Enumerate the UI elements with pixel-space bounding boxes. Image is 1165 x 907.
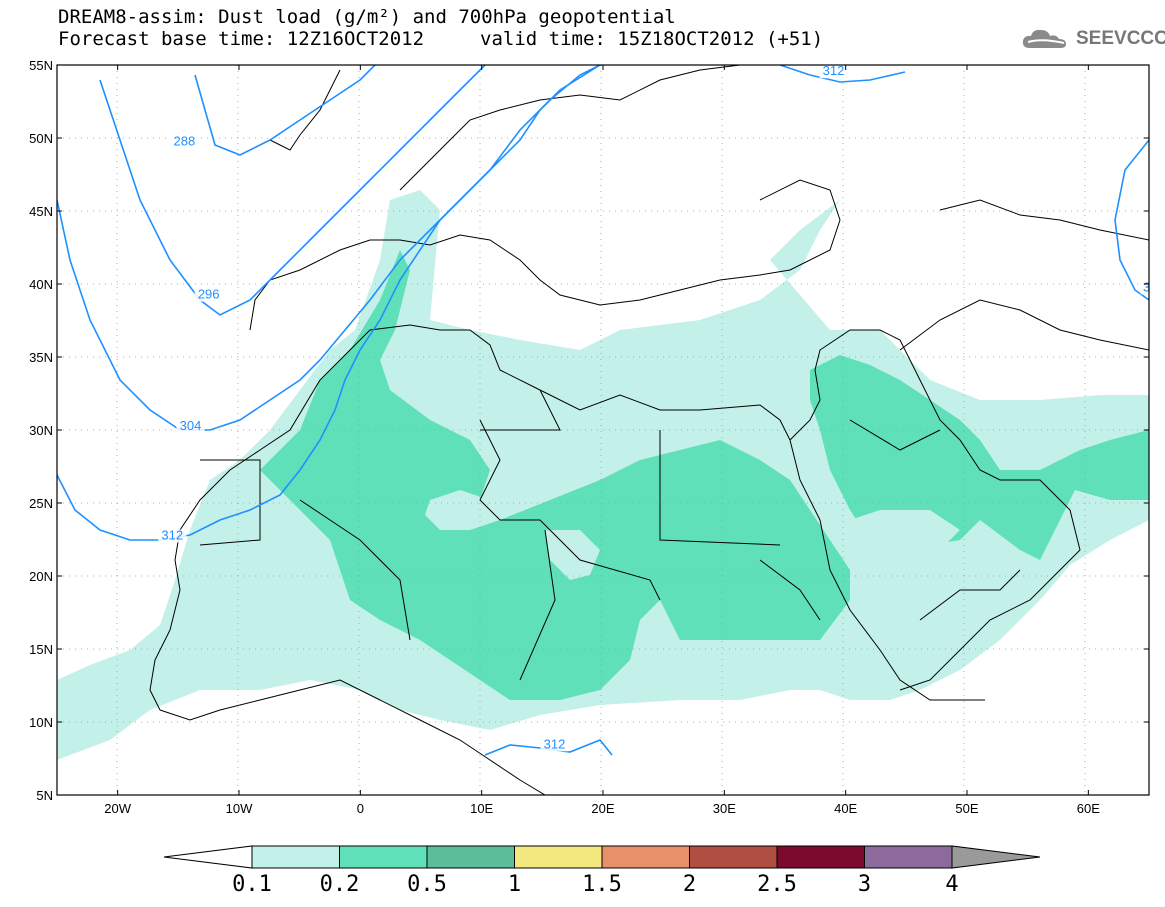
longitude-labels: 20W 10W 0 10E 20E 30E 40E 50E 60E	[104, 801, 1100, 816]
logo-text: SEEVCCC	[1076, 28, 1165, 49]
lon-tick-label: 20W	[104, 801, 131, 816]
lon-tick-label: 50E	[955, 801, 978, 816]
contour-labels: 288 296 304 312 312 312 3	[158, 63, 1153, 752]
latitude-labels: 5N 10N 15N 20N 25N 30N 35N 40N 45N 50N 55N	[29, 58, 53, 803]
lat-tick-label: 40N	[29, 277, 53, 292]
contour-label: 304	[180, 418, 202, 433]
contour-label-bg	[819, 65, 848, 79]
dust-region-gap-chad	[545, 530, 600, 580]
lon-tick-label: 20E	[591, 801, 614, 816]
lat-tick-label: 50N	[29, 131, 53, 146]
contour-296	[99, 65, 486, 316]
dust-region-medium-arabia	[810, 355, 1149, 560]
contour-label: 312	[544, 736, 566, 751]
contour-312-east	[1114, 139, 1149, 301]
contour-288	[194, 65, 376, 156]
colorbar-high-arrow	[951, 845, 1041, 869]
valid-time: valid time: 15Z18OCT2012 (+51)	[480, 28, 824, 50]
dust-region-gap-libya	[425, 490, 500, 530]
colorbar-box	[339, 845, 428, 869]
colorbar-box	[864, 845, 953, 869]
contour-label-bg	[176, 420, 205, 433]
colorbar-box	[689, 845, 778, 869]
lat-tick-label: 25N	[29, 496, 53, 511]
contour-label-bg	[158, 529, 187, 543]
colorbar: 0.1 0.2 0.5 1 1.5 2 2.5 3 4	[163, 845, 1041, 897]
colorbar-low-arrow	[163, 845, 253, 869]
colorbar-label: 1	[508, 872, 521, 897]
colorbar-label: 2	[683, 872, 696, 897]
contour-304	[57, 65, 601, 431]
contour-label-bg	[170, 135, 199, 149]
geopotential-contours	[57, 65, 1149, 756]
cloud-logo-icon	[1022, 29, 1066, 48]
dust-region-gap-arabia	[850, 510, 960, 555]
colorbar-label: 2.5	[757, 872, 797, 897]
colorbar-label: 4	[945, 872, 958, 897]
colorbar-box	[514, 845, 603, 869]
lon-tick-label: 10E	[470, 801, 493, 816]
lon-tick-label: 0	[357, 801, 364, 816]
colorbar-box	[251, 845, 340, 869]
lat-tick-label: 30N	[29, 423, 53, 438]
lon-tick-label: 40E	[834, 801, 857, 816]
colorbar-box	[601, 845, 690, 869]
lat-tick-label: 35N	[29, 350, 53, 365]
coastlines	[149, 65, 1149, 795]
contour-label: 3	[1143, 279, 1150, 294]
colorbar-label: 1.5	[582, 872, 622, 897]
colorbar-label: 0.2	[320, 872, 360, 897]
contour-label: 296	[198, 287, 220, 302]
contour-label: 288	[174, 133, 196, 148]
tick-marks	[57, 64, 1149, 796]
contour-label: 312	[823, 63, 845, 78]
graticule	[57, 65, 1149, 795]
lon-tick-label: 30E	[713, 801, 736, 816]
colorbar-box	[776, 845, 865, 869]
colorbar-label: 0.5	[407, 872, 447, 897]
lon-tick-label: 10W	[226, 801, 253, 816]
contour-312-west	[57, 65, 601, 541]
dust-region-medium	[260, 250, 850, 700]
logo: SEEVCCC	[1020, 26, 1165, 52]
chart-title: DREAM8-assim: Dust load (g/m²) and 700hP…	[58, 6, 676, 28]
lat-tick-label: 55N	[29, 58, 53, 73]
colorbar-box	[426, 845, 515, 869]
lat-tick-label: 20N	[29, 569, 53, 584]
lon-tick-label: 60E	[1077, 801, 1100, 816]
forecast-base-time: Forecast base time: 12Z16OCT2012	[58, 28, 425, 50]
lat-tick-label: 5N	[36, 788, 53, 803]
contour-312-north	[779, 65, 906, 83]
lat-tick-label: 10N	[29, 715, 53, 730]
colorbar-label: 0.1	[232, 872, 272, 897]
lat-tick-label: 15N	[29, 642, 53, 657]
dust-region-low	[57, 190, 1149, 760]
colorbar-label: 3	[858, 872, 871, 897]
contour-label-bg	[194, 288, 223, 302]
contour-label: 312	[161, 528, 183, 543]
lat-tick-label: 45N	[29, 204, 53, 219]
contour-label-bg	[540, 738, 569, 752]
